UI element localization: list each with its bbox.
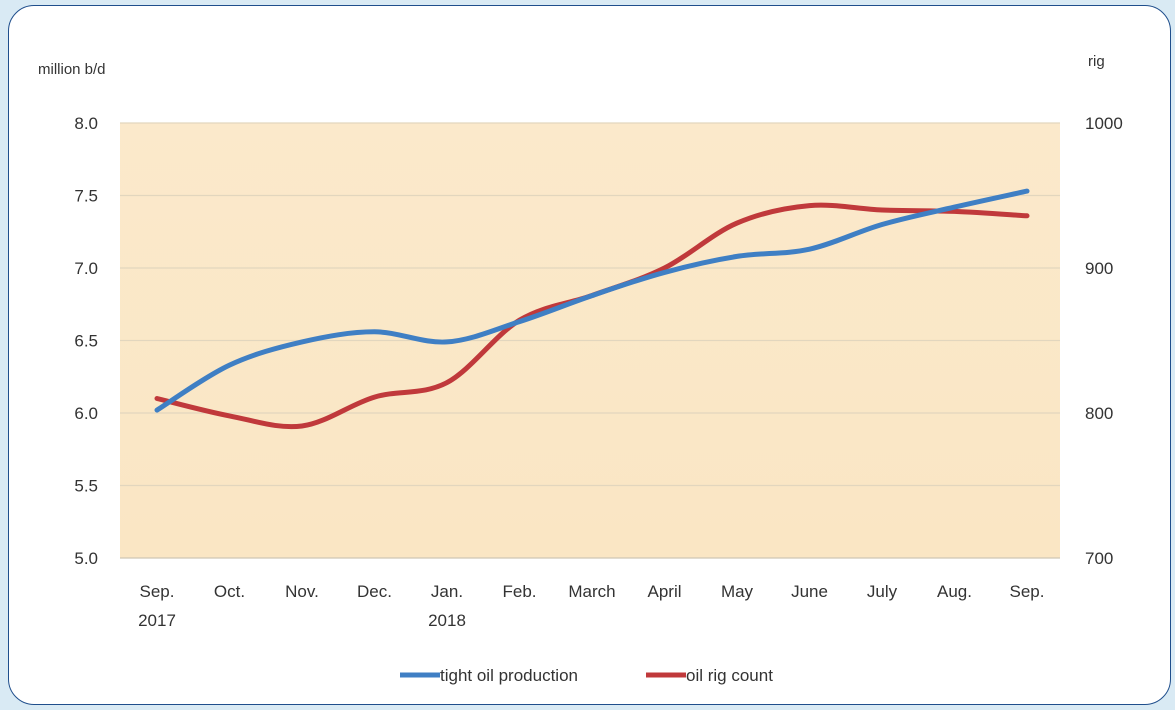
x-tick-label: Dec.: [357, 582, 392, 601]
left-tick-label: 7.0: [74, 259, 98, 278]
series-line-tight-oil-production: [154, 188, 1030, 413]
right-tick-label: 800: [1085, 404, 1113, 423]
x-tick-label: 2018: [428, 611, 466, 630]
left-axis-unit-label: million b/d: [38, 61, 106, 78]
x-tick-label: April: [647, 582, 681, 601]
gridlines: [120, 122, 1060, 559]
right-tick-label: 700: [1085, 549, 1113, 568]
series-lines: [154, 188, 1030, 430]
left-tick-label: 7.5: [74, 187, 98, 206]
x-tick-label: May: [721, 582, 754, 601]
x-tick-label: Oct.: [214, 582, 245, 601]
left-tick-label: 6.0: [74, 404, 98, 423]
x-tick-label: Sep.: [140, 582, 175, 601]
left-y-axis: 5.0 5.5 6.0 6.5 7.0 7.5 8.0: [74, 114, 98, 568]
left-tick-label: 5.0: [74, 549, 98, 568]
left-tick-label: 8.0: [74, 114, 98, 133]
legend: tight oil production oil rig count: [400, 666, 773, 685]
right-y-axis: 700 800 900 1000: [1085, 114, 1123, 568]
x-tick-label: July: [867, 582, 898, 601]
x-tick-label: Nov.: [285, 582, 319, 601]
x-tick-label: Jan.: [431, 582, 463, 601]
x-tick-label: Sep.: [1010, 582, 1045, 601]
right-tick-label: 900: [1085, 259, 1113, 278]
x-tick-label: June: [791, 582, 828, 601]
right-axis-unit-label: rig: [1088, 53, 1105, 70]
x-tick-label: Aug.: [937, 582, 972, 601]
left-tick-label: 5.5: [74, 477, 98, 496]
right-tick-label: 1000: [1085, 114, 1123, 133]
legend-label-oil-rig-count: oil rig count: [686, 666, 773, 685]
left-tick-label: 6.5: [74, 332, 98, 351]
x-tick-label: Feb.: [502, 582, 536, 601]
x-axis: Sep. 2017 Oct. Nov. Dec. Jan. 2018 Feb. March Apr…: [138, 582, 1044, 630]
legend-label-tight-oil-production: tight oil production: [440, 666, 578, 685]
x-tick-label: 2017: [138, 611, 176, 630]
x-tick-label: March: [568, 582, 615, 601]
